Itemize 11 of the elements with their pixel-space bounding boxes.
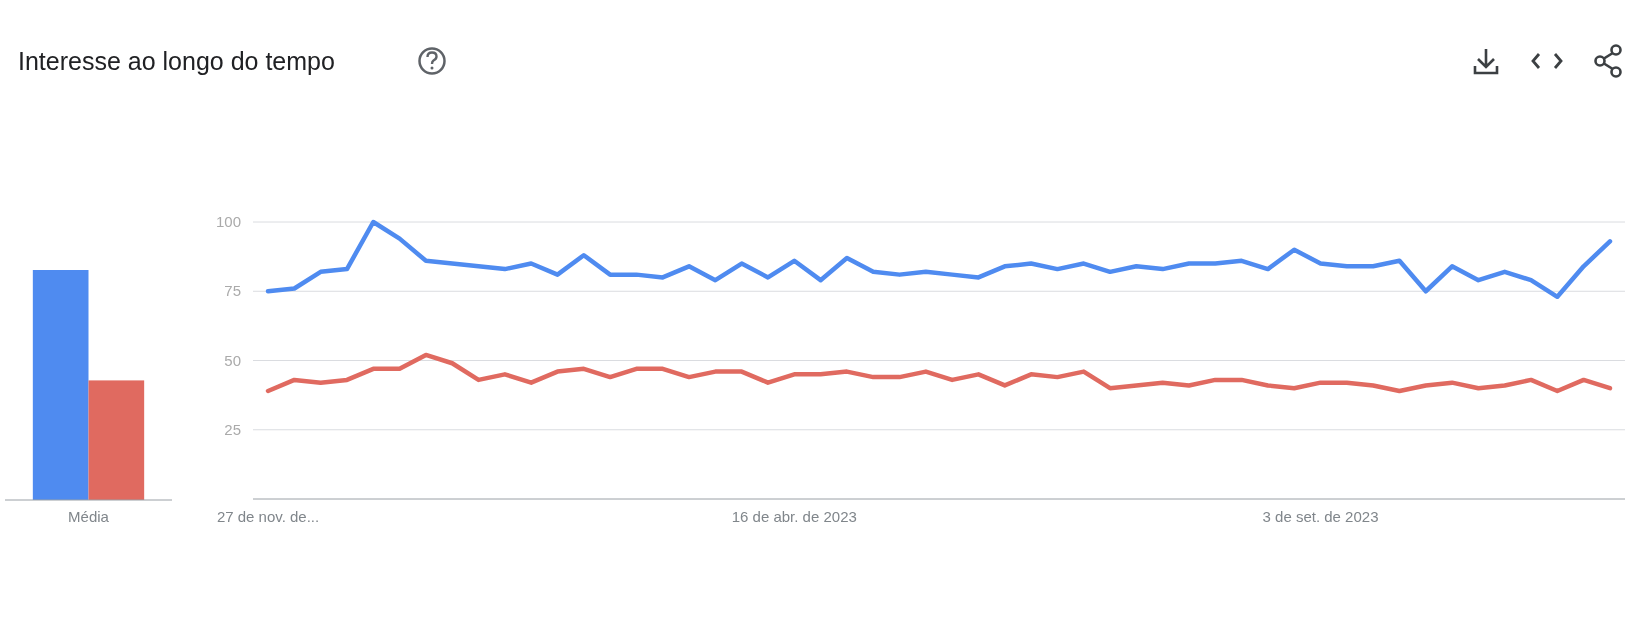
- y-tick-label: 75: [224, 282, 241, 300]
- line-series: [265, 352, 1613, 394]
- y-tick-label: 100: [215, 213, 241, 230]
- x-tick-label: 3 de set. de 2023: [1262, 508, 1379, 525]
- y-tick-label: 25: [224, 420, 241, 438]
- x-tick-label: Média: [68, 508, 110, 525]
- x-tick-label: 27 de nov. de...: [216, 508, 320, 525]
- line-series: [265, 219, 1613, 300]
- chart-title: Interesse ao longo do tempo: [18, 47, 335, 75]
- x-tick-label: 16 de abr. de 2023: [731, 508, 857, 525]
- y-tick-label: 50: [224, 351, 241, 369]
